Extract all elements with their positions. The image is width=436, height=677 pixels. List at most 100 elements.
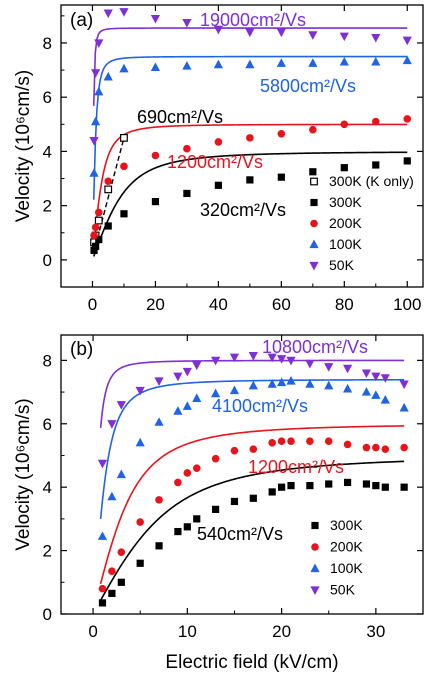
data-point <box>135 386 145 396</box>
x-tick-label: 0 <box>88 295 97 314</box>
data-point <box>183 144 191 153</box>
legend-marker <box>310 563 320 573</box>
data-point <box>325 480 333 488</box>
data-point <box>211 388 221 398</box>
data-point <box>249 445 258 453</box>
legend-marker <box>309 239 319 249</box>
plot-frame <box>60 4 424 288</box>
mobility-annotation: 540cm²/Vs <box>197 524 283 544</box>
mobility-annotation: 690cm²/Vs <box>137 107 223 127</box>
data-point <box>91 223 100 232</box>
data-point <box>362 480 371 488</box>
data-point <box>150 14 161 24</box>
fit-line <box>92 55 408 200</box>
data-point <box>90 246 98 254</box>
data-point <box>89 168 99 177</box>
data-point <box>277 173 285 181</box>
y-tick-label: 4 <box>43 142 52 161</box>
legend-label: 50K <box>329 257 355 273</box>
panel-b: 0 10 20 30 0 2 4 6 8 Velocity (10⁶cm/s) (b) 10800cm… <box>13 334 424 641</box>
data-point <box>104 222 112 230</box>
data-point <box>154 417 164 426</box>
data-point <box>92 242 100 250</box>
data-point <box>150 62 161 71</box>
legend-label: 300K (K only) <box>329 173 414 189</box>
data-point <box>339 56 349 66</box>
data-point <box>287 437 295 446</box>
data-point <box>97 531 108 540</box>
data-point <box>119 63 129 73</box>
data-point <box>372 161 380 169</box>
data-point <box>402 55 412 65</box>
data-point <box>151 151 160 160</box>
data-point <box>276 58 286 67</box>
data-point <box>340 120 349 129</box>
data-point <box>104 177 113 186</box>
data-point <box>229 353 240 363</box>
data-point <box>182 61 192 70</box>
data-point <box>117 578 125 586</box>
x-tick-label: 20 <box>272 622 291 641</box>
legend-label: 100K <box>330 560 363 576</box>
fit-line <box>99 460 405 601</box>
data-point <box>119 8 129 17</box>
data-point <box>309 168 317 176</box>
y-axis-title: Velocity (10⁶cm/s) <box>13 398 34 550</box>
data-point <box>193 515 201 523</box>
data-point <box>214 138 223 146</box>
y-axis-title: Velocity (10⁶cm/s) <box>13 70 34 222</box>
data-point <box>230 497 239 506</box>
data-point <box>372 481 380 490</box>
data-point <box>103 71 113 81</box>
data-point <box>267 353 277 363</box>
data-point <box>117 548 126 556</box>
data-point <box>211 356 221 366</box>
data-point <box>229 385 240 395</box>
y-tick-label: 8 <box>43 351 52 370</box>
data-point <box>246 134 254 142</box>
data-point <box>91 116 101 126</box>
data-point <box>361 369 372 379</box>
data-point <box>286 356 296 366</box>
x-tick-label: 60 <box>272 295 291 314</box>
data-point <box>403 157 411 165</box>
fit-line <box>99 425 405 585</box>
data-point <box>306 481 314 490</box>
data-point <box>213 59 223 69</box>
x-axis-title: Electric field (kV/cm) <box>165 652 338 673</box>
data-point <box>95 235 103 244</box>
data-point <box>94 216 103 225</box>
mobility-annotation: 10800cm²/Vs <box>262 337 368 357</box>
data-point <box>343 478 352 487</box>
x-tick-label: 40 <box>209 295 228 314</box>
data-point <box>182 19 192 28</box>
data-point <box>267 379 277 388</box>
data-point <box>380 394 390 404</box>
x-tick-label: 80 <box>335 295 354 314</box>
data-point <box>342 364 353 374</box>
data-point <box>276 355 287 364</box>
data-point <box>248 352 258 361</box>
data-point <box>108 589 116 597</box>
data-point <box>103 9 113 19</box>
data-point <box>192 361 202 371</box>
data-point <box>324 437 333 446</box>
data-point <box>211 454 220 463</box>
legend-marker <box>310 219 318 228</box>
data-point <box>380 374 390 383</box>
fit-line <box>99 359 405 428</box>
data-point <box>120 162 128 171</box>
data-point <box>104 185 113 194</box>
legend-label: 300K <box>329 194 362 210</box>
y-tick-label: 6 <box>43 415 52 434</box>
fit-line <box>99 378 405 520</box>
legend-marker <box>311 521 319 530</box>
data-point <box>340 164 348 172</box>
data-point <box>324 363 334 372</box>
data-point <box>89 136 99 146</box>
data-point <box>245 28 255 38</box>
data-point <box>94 39 104 48</box>
data-point <box>400 483 408 491</box>
data-point <box>249 494 257 502</box>
